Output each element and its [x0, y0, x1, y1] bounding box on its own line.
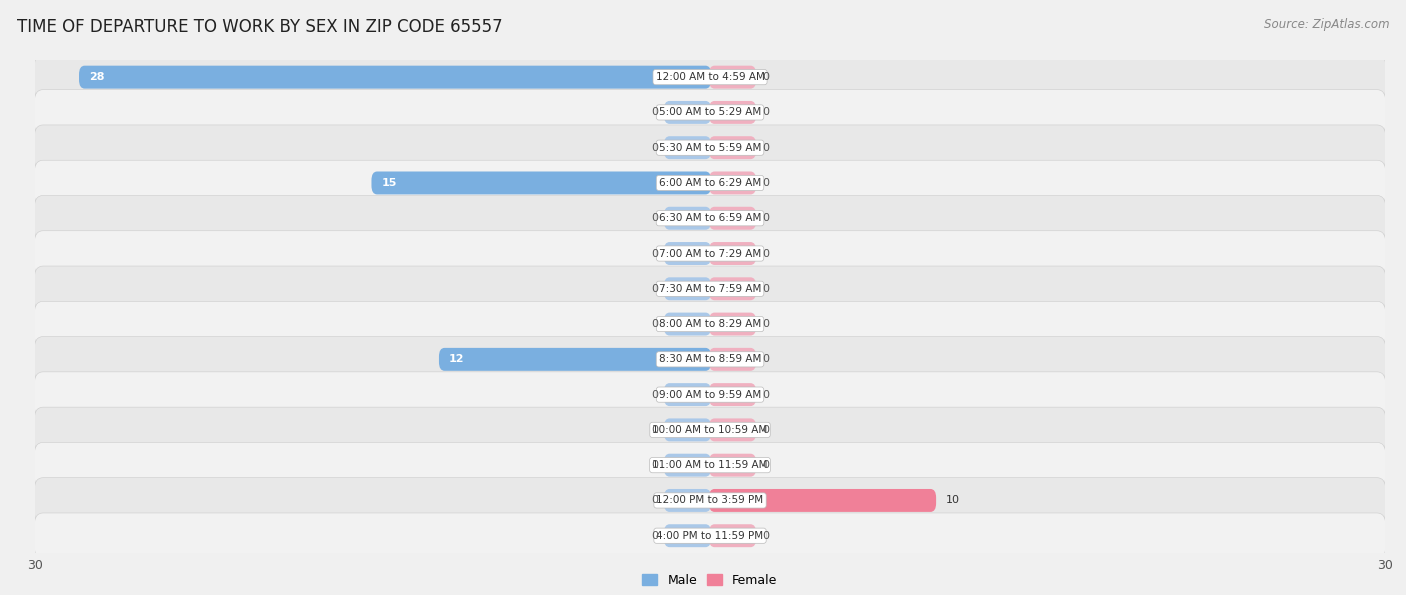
Text: 0: 0 [651, 496, 658, 505]
FancyBboxPatch shape [664, 454, 711, 477]
Text: 0: 0 [651, 460, 658, 470]
Text: 28: 28 [89, 72, 104, 82]
Text: 0: 0 [651, 108, 658, 117]
FancyBboxPatch shape [34, 231, 1386, 276]
Text: 10:00 AM to 10:59 AM: 10:00 AM to 10:59 AM [652, 425, 768, 435]
FancyBboxPatch shape [664, 242, 711, 265]
FancyBboxPatch shape [664, 524, 711, 547]
FancyBboxPatch shape [709, 101, 756, 124]
Text: 4:00 PM to 11:59 PM: 4:00 PM to 11:59 PM [657, 531, 763, 541]
Text: 0: 0 [762, 178, 769, 188]
FancyBboxPatch shape [709, 242, 756, 265]
Text: 0: 0 [762, 460, 769, 470]
FancyBboxPatch shape [664, 207, 711, 230]
FancyBboxPatch shape [709, 383, 756, 406]
FancyBboxPatch shape [709, 454, 756, 477]
FancyBboxPatch shape [709, 524, 756, 547]
FancyBboxPatch shape [664, 101, 711, 124]
FancyBboxPatch shape [664, 489, 711, 512]
FancyBboxPatch shape [709, 65, 756, 89]
Text: 0: 0 [651, 319, 658, 329]
Text: 0: 0 [762, 249, 769, 258]
Text: 0: 0 [762, 319, 769, 329]
Text: 11:00 AM to 11:59 AM: 11:00 AM to 11:59 AM [652, 460, 768, 470]
FancyBboxPatch shape [34, 443, 1386, 488]
FancyBboxPatch shape [664, 418, 711, 441]
Text: 0: 0 [651, 284, 658, 294]
Text: 0: 0 [651, 425, 658, 435]
FancyBboxPatch shape [34, 478, 1386, 523]
FancyBboxPatch shape [439, 348, 711, 371]
FancyBboxPatch shape [664, 383, 711, 406]
Text: 0: 0 [651, 249, 658, 258]
FancyBboxPatch shape [709, 277, 756, 300]
Text: 0: 0 [762, 425, 769, 435]
Text: 10: 10 [946, 496, 960, 505]
Text: 0: 0 [762, 531, 769, 541]
Text: 0: 0 [651, 143, 658, 153]
FancyBboxPatch shape [709, 207, 756, 230]
FancyBboxPatch shape [709, 171, 756, 195]
Legend: Male, Female: Male, Female [637, 569, 783, 591]
Text: 0: 0 [651, 531, 658, 541]
FancyBboxPatch shape [709, 136, 756, 159]
FancyBboxPatch shape [79, 65, 711, 89]
FancyBboxPatch shape [709, 312, 756, 336]
FancyBboxPatch shape [709, 418, 756, 441]
Text: 8:00 AM to 8:29 AM: 8:00 AM to 8:29 AM [659, 319, 761, 329]
Text: 0: 0 [762, 108, 769, 117]
FancyBboxPatch shape [664, 277, 711, 300]
FancyBboxPatch shape [34, 125, 1386, 170]
FancyBboxPatch shape [371, 171, 711, 195]
Text: Source: ZipAtlas.com: Source: ZipAtlas.com [1264, 18, 1389, 31]
Text: 0: 0 [651, 390, 658, 400]
Text: 0: 0 [762, 355, 769, 364]
FancyBboxPatch shape [34, 196, 1386, 241]
FancyBboxPatch shape [34, 301, 1386, 347]
Text: 15: 15 [381, 178, 396, 188]
FancyBboxPatch shape [709, 348, 756, 371]
Text: 0: 0 [762, 143, 769, 153]
Text: 0: 0 [762, 213, 769, 223]
Text: 5:30 AM to 5:59 AM: 5:30 AM to 5:59 AM [659, 143, 761, 153]
FancyBboxPatch shape [664, 312, 711, 336]
Text: 0: 0 [762, 284, 769, 294]
FancyBboxPatch shape [34, 407, 1386, 453]
FancyBboxPatch shape [664, 136, 711, 159]
Text: 0: 0 [762, 390, 769, 400]
FancyBboxPatch shape [34, 54, 1386, 100]
Text: 6:30 AM to 6:59 AM: 6:30 AM to 6:59 AM [659, 213, 761, 223]
FancyBboxPatch shape [34, 337, 1386, 382]
Text: TIME OF DEPARTURE TO WORK BY SEX IN ZIP CODE 65557: TIME OF DEPARTURE TO WORK BY SEX IN ZIP … [17, 18, 502, 36]
FancyBboxPatch shape [34, 160, 1386, 206]
Text: 0: 0 [762, 72, 769, 82]
Text: 12: 12 [449, 355, 464, 364]
Text: 8:30 AM to 8:59 AM: 8:30 AM to 8:59 AM [659, 355, 761, 364]
Text: 6:00 AM to 6:29 AM: 6:00 AM to 6:29 AM [659, 178, 761, 188]
Text: 7:00 AM to 7:29 AM: 7:00 AM to 7:29 AM [659, 249, 761, 258]
FancyBboxPatch shape [34, 266, 1386, 312]
FancyBboxPatch shape [34, 372, 1386, 417]
FancyBboxPatch shape [34, 90, 1386, 135]
Text: 0: 0 [651, 213, 658, 223]
Text: 9:00 AM to 9:59 AM: 9:00 AM to 9:59 AM [659, 390, 761, 400]
Text: 7:30 AM to 7:59 AM: 7:30 AM to 7:59 AM [659, 284, 761, 294]
Text: 5:00 AM to 5:29 AM: 5:00 AM to 5:29 AM [659, 108, 761, 117]
FancyBboxPatch shape [34, 513, 1386, 559]
Text: 12:00 PM to 3:59 PM: 12:00 PM to 3:59 PM [657, 496, 763, 505]
FancyBboxPatch shape [709, 489, 936, 512]
Text: 12:00 AM to 4:59 AM: 12:00 AM to 4:59 AM [655, 72, 765, 82]
